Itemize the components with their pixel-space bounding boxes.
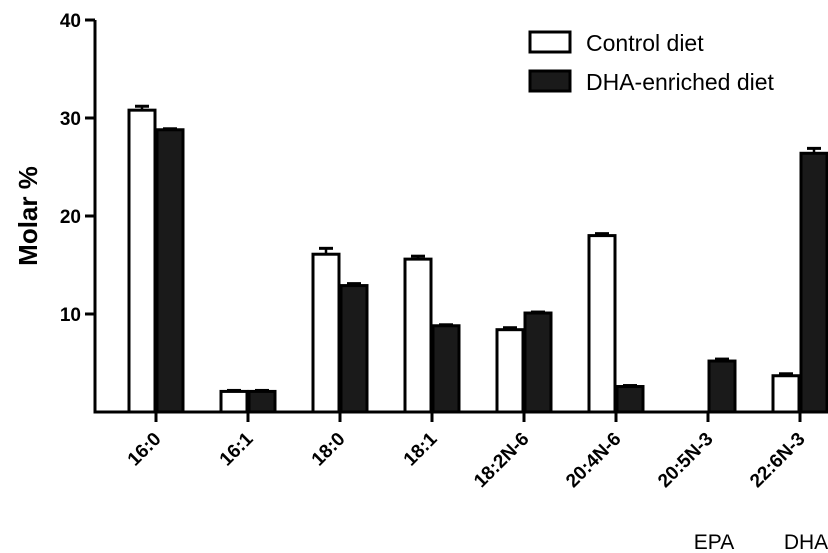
y-tick-label: 10	[60, 305, 81, 326]
bars-group	[127, 104, 828, 414]
category-sublabel: EPA	[694, 531, 734, 553]
x-tick-label: 18:0	[308, 429, 350, 471]
y-tick-labels: 10 20 30 40	[60, 11, 81, 326]
y-tick-label: 40	[60, 11, 81, 32]
legend-swatch	[528, 30, 572, 54]
bar-dha-enriched	[799, 151, 828, 414]
legend: Control diet DHA-enriched diet	[528, 30, 775, 95]
bar-dha-enriched	[615, 385, 645, 414]
bar-dha-enriched	[247, 389, 277, 414]
bar-control	[495, 328, 525, 414]
bar-dha-enriched	[707, 359, 737, 414]
legend-swatch	[528, 69, 572, 93]
bar-dha-enriched	[431, 324, 461, 414]
bar-control	[311, 252, 341, 414]
x-tick-labels: 16:0 16:1 18:0 18:1 18:2N-6 20:4N-6 20:5N-3 EPA…	[124, 428, 828, 553]
bar-control	[587, 234, 617, 414]
bar-dha-enriched	[339, 284, 369, 414]
x-tick-label: 20:4N-6	[562, 429, 625, 492]
x-tick-label: 20:5N-3	[654, 429, 717, 492]
x-tick-label: 18:1	[400, 428, 442, 470]
x-tick-label: 16:1	[216, 428, 258, 470]
y-tick-label: 30	[60, 109, 81, 130]
bar-control	[127, 108, 157, 414]
x-tick-label: 16:0	[124, 429, 166, 471]
category-sublabel: DHA	[784, 531, 828, 553]
x-tick-label: 22:6N-3	[746, 429, 809, 492]
x-tick-label: 18:2N-6	[470, 429, 533, 492]
bar-control	[403, 257, 433, 414]
y-axis-title: Molar %	[13, 166, 43, 266]
axes	[85, 18, 822, 422]
legend-label: Control diet	[586, 30, 704, 56]
bar-control	[219, 389, 249, 414]
legend-label: DHA-enriched diet	[586, 69, 775, 95]
bar-dha-enriched	[155, 128, 185, 414]
bar-dha-enriched	[523, 311, 553, 414]
bar-control	[771, 374, 801, 414]
y-tick-label: 20	[60, 207, 81, 228]
